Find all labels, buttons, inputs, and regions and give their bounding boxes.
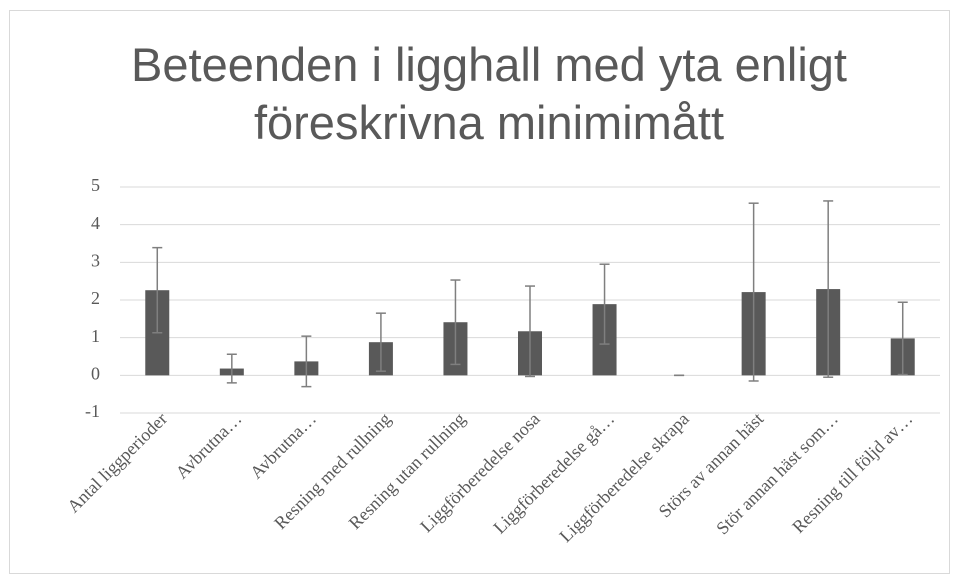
y-tick-label: -1 xyxy=(85,401,100,421)
chart-border xyxy=(9,10,950,574)
y-tick-label: 0 xyxy=(91,363,100,383)
x-tick-label: Liggförberedelse skrapa xyxy=(555,409,692,546)
error-bar xyxy=(599,263,610,345)
y-tick-label: 4 xyxy=(91,213,100,233)
error-bar xyxy=(152,246,163,334)
error-bar xyxy=(375,312,386,372)
x-tick-label: Avbrutna… xyxy=(246,409,320,483)
error-bar xyxy=(226,353,237,384)
y-tick-label: 3 xyxy=(91,250,100,270)
error-bar xyxy=(897,301,908,376)
x-tick-label: Liggförberedelse gå… xyxy=(489,409,618,538)
error-bar xyxy=(525,285,535,378)
error-bar xyxy=(301,335,312,388)
y-tick-label: 2 xyxy=(91,288,100,308)
chart-title: Beteenden i ligghall med yta enligt före… xyxy=(131,38,847,149)
error-bar xyxy=(748,202,759,382)
error-bar xyxy=(450,279,461,366)
x-tick-label: Avbrutna… xyxy=(172,409,246,483)
x-tick-label: Antal liggperioder xyxy=(63,409,171,517)
error-bar xyxy=(823,200,834,378)
y-tick-label: 1 xyxy=(91,326,100,346)
y-tick-label: 5 xyxy=(91,175,100,195)
x-tick-label: Stör annan häst som… xyxy=(712,409,842,539)
